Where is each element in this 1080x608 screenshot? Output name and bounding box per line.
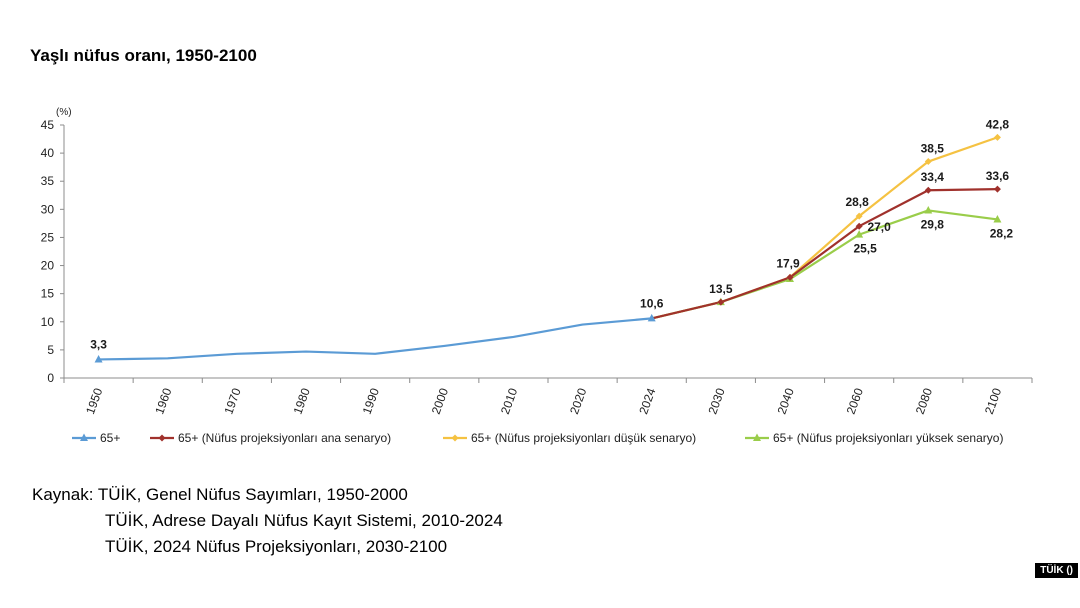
- y-tick-label: 10: [41, 315, 55, 329]
- x-tick-label: 1980: [291, 386, 313, 416]
- data-point: [993, 214, 1002, 223]
- source-line-1: Kaynak: TÜİK, Genel Nüfus Sayımları, 195…: [32, 485, 408, 504]
- series-line: [98, 317, 652, 361]
- data-point: [647, 313, 656, 322]
- data-label: 33,4: [921, 170, 945, 184]
- x-tick-label: 1960: [152, 386, 174, 416]
- y-tick-label: 5: [47, 343, 54, 357]
- data-label: 28,8: [845, 195, 869, 209]
- y-tick-label: 15: [41, 287, 55, 301]
- legend-label: 65+: [100, 431, 120, 445]
- x-tick-label: 1950: [83, 386, 105, 416]
- source-note: Kaynak: TÜİK, Genel Nüfus Sayımları, 195…: [32, 482, 503, 560]
- tuik-logo: TÜİK (): [1035, 563, 1078, 578]
- data-point: [855, 212, 863, 220]
- x-tick-label: 1990: [360, 386, 382, 416]
- x-tick-label: 2060: [844, 386, 866, 416]
- data-point: [94, 354, 103, 363]
- data-label: 17,9: [776, 256, 800, 270]
- data-point: [158, 434, 166, 442]
- x-tick-label: 2040: [775, 386, 797, 416]
- y-tick-label: 45: [41, 118, 55, 132]
- data-label: 27,0: [867, 220, 891, 234]
- x-tick-label: 2030: [705, 386, 727, 416]
- data-point: [924, 158, 932, 166]
- data-point: [924, 205, 933, 214]
- y-tick-label: 30: [41, 202, 55, 216]
- data-labels: 3,3 10,6 13,5 17,9 27,0 33,4 33,6 28,8 38,5 42,8 2…: [90, 117, 1013, 351]
- x-tick-label: 2024: [636, 386, 658, 416]
- data-label: 42,8: [986, 117, 1010, 131]
- series-line: [651, 209, 998, 320]
- data-label: 13,5: [709, 282, 733, 296]
- data-label: 38,5: [921, 142, 945, 156]
- legend-label: 65+ (Nüfus projeksiyonları ana senaryo): [178, 431, 391, 445]
- series-markers: [94, 133, 1002, 363]
- y-tick-label: 0: [47, 371, 54, 385]
- data-label: 3,3: [90, 337, 107, 351]
- series-line: [651, 136, 998, 320]
- data-label: 10,6: [640, 296, 664, 310]
- data-point: [993, 133, 1001, 141]
- data-point: [924, 186, 932, 194]
- data-point: [451, 434, 459, 442]
- y-tick-label: 25: [41, 230, 55, 244]
- data-point: [855, 230, 864, 238]
- data-point: [717, 298, 725, 306]
- x-tick-label: 2100: [982, 386, 1004, 416]
- x-tick-label: 1970: [221, 386, 243, 416]
- data-point: [753, 433, 761, 441]
- x-tick-label: 2080: [913, 386, 935, 416]
- data-label: 29,8: [921, 217, 945, 231]
- data-label: 28,2: [990, 226, 1014, 240]
- source-line-2: TÜİK, Adrese Dayalı Nüfus Kayıt Sistemi,…: [105, 511, 503, 530]
- series-line: [651, 187, 998, 320]
- y-tick-label: 20: [41, 259, 55, 273]
- data-point: [786, 273, 794, 281]
- y-tick-label: 35: [41, 174, 55, 188]
- source-line-3: TÜİK, 2024 Nüfus Projeksiyonları, 2030-2…: [105, 537, 448, 556]
- data-point: [993, 185, 1001, 193]
- data-point: [855, 222, 863, 230]
- data-point: [80, 433, 88, 441]
- series-lines: [98, 136, 998, 361]
- data-label: 25,5: [853, 242, 877, 256]
- x-tick-label: 2000: [429, 386, 451, 416]
- data-label: 33,6: [986, 169, 1010, 183]
- chart-axes: 0 5 10 15 20 25 30 35 40 45(%) 1950 1960 1970 1980 199…: [41, 107, 1033, 416]
- legend-label: 65+ (Nüfus projeksiyonları düşük senaryo…: [471, 431, 696, 445]
- legend: 65+ 65+ (Nüfus projeksiyonları ana senary…: [72, 431, 1003, 445]
- x-tick-label: 2020: [567, 386, 589, 416]
- x-tick-label: 2010: [498, 386, 520, 416]
- y-tick-label: 40: [41, 146, 55, 160]
- legend-label: 65+ (Nüfus projeksiyonları yüksek senary…: [773, 431, 1003, 445]
- line-chart: 0 5 10 15 20 25 30 35 40 45(%) 1950 1960 1970 1980 199…: [41, 107, 1033, 445]
- y-axis-unit: (%): [56, 107, 72, 118]
- chart-title: Yaşlı nüfus oranı, 1950-2100: [30, 46, 257, 65]
